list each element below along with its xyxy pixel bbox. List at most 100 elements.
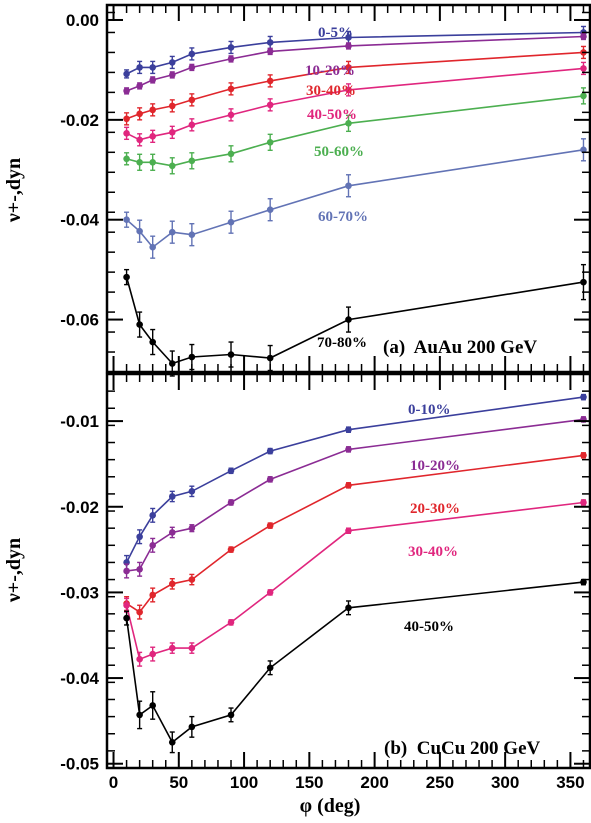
data-point bbox=[188, 353, 196, 361]
data-point bbox=[149, 243, 156, 251]
data-point bbox=[168, 644, 176, 652]
data-point bbox=[580, 146, 587, 154]
y-tick-label: -0.04 bbox=[60, 211, 99, 230]
data-point bbox=[345, 527, 352, 535]
data-point bbox=[345, 120, 352, 127]
series-label: 70-80% bbox=[317, 335, 367, 351]
data-point bbox=[136, 608, 143, 616]
data-point bbox=[227, 55, 235, 63]
data-point bbox=[580, 92, 587, 100]
data-point bbox=[266, 447, 274, 455]
panel-b-label: (b) CuCu 200 GeV bbox=[384, 738, 541, 759]
y-tick-label: -0.03 bbox=[60, 583, 99, 602]
series-label: 0-5% bbox=[318, 25, 353, 41]
data-point bbox=[580, 33, 587, 40]
data-point bbox=[580, 65, 587, 72]
data-point bbox=[168, 162, 176, 170]
data-point bbox=[345, 182, 352, 190]
data-point bbox=[345, 482, 352, 489]
data-point bbox=[227, 218, 235, 226]
x-axis-title: φ (deg) bbox=[300, 795, 361, 817]
y-tick-label: -0.02 bbox=[60, 498, 99, 517]
data-point bbox=[136, 533, 143, 541]
data-point bbox=[168, 228, 176, 236]
x-tick-label: 150 bbox=[295, 773, 323, 792]
series-label: 60-70% bbox=[318, 209, 368, 225]
panel-a-y-axis-title: ν+-,dyn bbox=[3, 158, 25, 223]
data-point bbox=[149, 650, 156, 658]
data-point bbox=[136, 655, 143, 663]
data-point bbox=[266, 522, 274, 529]
data-point bbox=[136, 64, 143, 71]
series-label: 10-20% bbox=[410, 458, 460, 474]
y-tick-label: -0.04 bbox=[60, 669, 99, 688]
data-point bbox=[168, 59, 176, 66]
data-point bbox=[123, 567, 130, 575]
series-40-50% bbox=[123, 61, 587, 147]
data-point bbox=[149, 338, 156, 346]
data-point bbox=[188, 231, 196, 238]
data-point bbox=[136, 227, 143, 235]
data-point bbox=[188, 488, 196, 495]
data-point bbox=[266, 589, 274, 596]
data-point bbox=[227, 499, 235, 506]
data-point bbox=[123, 273, 130, 281]
series-30-40% bbox=[123, 45, 587, 126]
series-label: 0-10% bbox=[408, 402, 451, 418]
y-tick-label: -0.06 bbox=[60, 311, 99, 330]
data-point bbox=[136, 110, 143, 118]
data-point bbox=[227, 85, 235, 93]
y-tick-label: 0.00 bbox=[66, 11, 99, 30]
series-label: 10-20% bbox=[305, 63, 355, 79]
series-line bbox=[125, 581, 584, 744]
series-10-20% bbox=[123, 32, 587, 95]
data-point bbox=[266, 77, 274, 85]
data-point bbox=[136, 158, 143, 166]
x-tick-label: 350 bbox=[556, 773, 584, 792]
series-line bbox=[126, 149, 584, 249]
series-line bbox=[125, 396, 584, 563]
data-point bbox=[188, 524, 196, 532]
y-tick-label: -0.01 bbox=[60, 412, 99, 431]
data-point bbox=[188, 121, 196, 129]
x-tick-label: 300 bbox=[491, 773, 519, 792]
data-point bbox=[168, 102, 176, 110]
data-point bbox=[266, 39, 274, 46]
data-point bbox=[123, 216, 130, 224]
series-30-40% bbox=[123, 499, 587, 667]
data-point bbox=[149, 106, 156, 114]
series-50-60% bbox=[123, 87, 587, 175]
data-point bbox=[168, 529, 176, 536]
data-point bbox=[136, 82, 143, 90]
data-point bbox=[227, 44, 235, 51]
data-point bbox=[168, 580, 176, 588]
data-point bbox=[149, 158, 156, 166]
series-line bbox=[126, 418, 584, 572]
data-point bbox=[123, 87, 130, 95]
data-point bbox=[168, 360, 176, 367]
data-point bbox=[345, 316, 352, 323]
data-point bbox=[227, 351, 235, 358]
series-20-30% bbox=[123, 452, 587, 620]
data-point bbox=[168, 739, 176, 746]
data-point bbox=[345, 64, 352, 71]
data-point bbox=[266, 664, 274, 672]
series-label: 40-50% bbox=[404, 619, 454, 635]
data-point bbox=[227, 711, 235, 719]
data-point bbox=[345, 604, 352, 612]
series-0-10% bbox=[123, 393, 587, 570]
data-point bbox=[149, 702, 156, 709]
data-point bbox=[149, 512, 156, 519]
data-point bbox=[227, 546, 235, 553]
data-point bbox=[123, 614, 130, 622]
x-tick-label: 0 bbox=[109, 773, 118, 792]
data-point bbox=[168, 493, 176, 500]
data-point bbox=[188, 576, 196, 583]
panel-cucu: -0.01 -0.02 -0.03 -0.04 -0.05 0 50 100 150 200 25… bbox=[3, 372, 591, 817]
data-point bbox=[580, 393, 587, 401]
data-point bbox=[266, 48, 274, 55]
data-point bbox=[188, 50, 196, 58]
data-point bbox=[149, 64, 156, 71]
x-tick-label: 100 bbox=[230, 773, 258, 792]
